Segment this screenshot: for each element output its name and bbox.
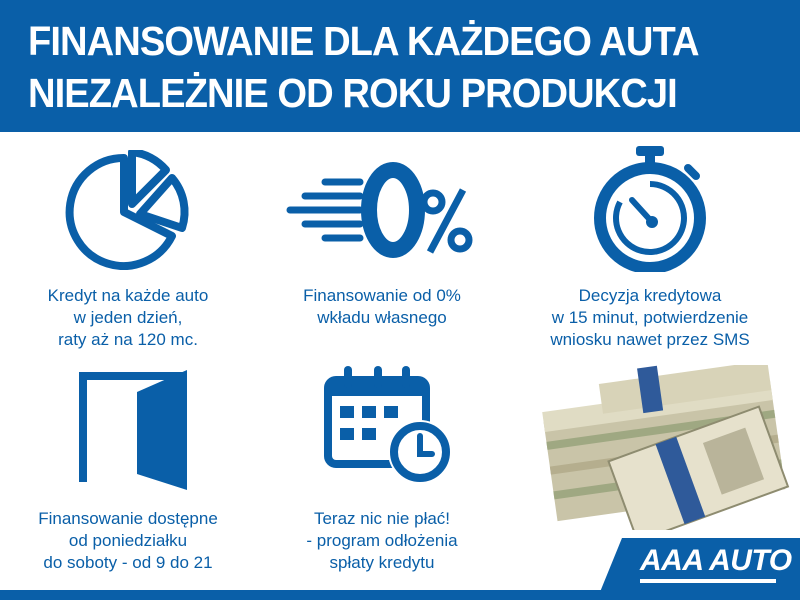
footer-band	[0, 590, 800, 600]
caption-line: wniosku nawet przez SMS	[550, 330, 750, 349]
zero-percent-icon	[286, 162, 473, 258]
caption-line: Finansowanie dostępne	[38, 509, 218, 528]
logo-text: AAA AUTO	[640, 544, 792, 577]
aaa-auto-logo: AAA AUTO	[600, 538, 800, 592]
banknote-stack-image	[542, 365, 790, 530]
feature-caption-zero-percent: Finansowanie od 0% wkładu własnego	[262, 285, 502, 329]
headline-line-2: NIEZALEŻNIE OD ROKU PRODUKCJI	[28, 70, 678, 116]
caption-line: Finansowanie od 0%	[303, 286, 461, 305]
feature-caption-credit: Kredyt na każde auto w jeden dzień, raty…	[8, 285, 248, 351]
feature-caption-defer: Teraz nic nie płać! - program odłożenia …	[262, 508, 502, 574]
caption-line: Decyzja kredytowa	[578, 286, 722, 305]
caption-line: wkładu własnego	[317, 308, 447, 327]
caption-line: Teraz nic nie płać!	[313, 509, 451, 528]
caption-line: w 15 minut, potwierdzenie	[551, 308, 749, 327]
calendar-clock-icon	[324, 366, 452, 484]
caption-line: Kredyt na każde auto	[47, 286, 209, 305]
caption-line: raty aż na 120 mc.	[58, 330, 198, 349]
caption-line: do soboty - od 9 do 21	[43, 553, 213, 572]
feature-caption-hours: Finansowanie dostępne od poniedziałku do…	[8, 508, 248, 574]
header-banner: FINANSOWANIE DLA KAŻDEGO AUTA NIEZALEŻNI…	[0, 0, 800, 132]
logo-underline	[640, 579, 776, 583]
caption-line: w jeden dzień,	[73, 308, 183, 327]
stopwatch-icon	[594, 146, 706, 272]
feature-caption-decision: Decyzja kredytowa w 15 minut, potwierdze…	[530, 285, 770, 351]
open-door-icon	[79, 370, 187, 490]
caption-line: od poniedziałku	[68, 531, 188, 550]
pie-chart-icon	[65, 150, 189, 270]
headline-line-1: FINANSOWANIE DLA KAŻDEGO AUTA	[28, 18, 700, 64]
caption-line: spłaty kredytu	[329, 553, 435, 572]
caption-line: - program odłożenia	[306, 531, 458, 550]
